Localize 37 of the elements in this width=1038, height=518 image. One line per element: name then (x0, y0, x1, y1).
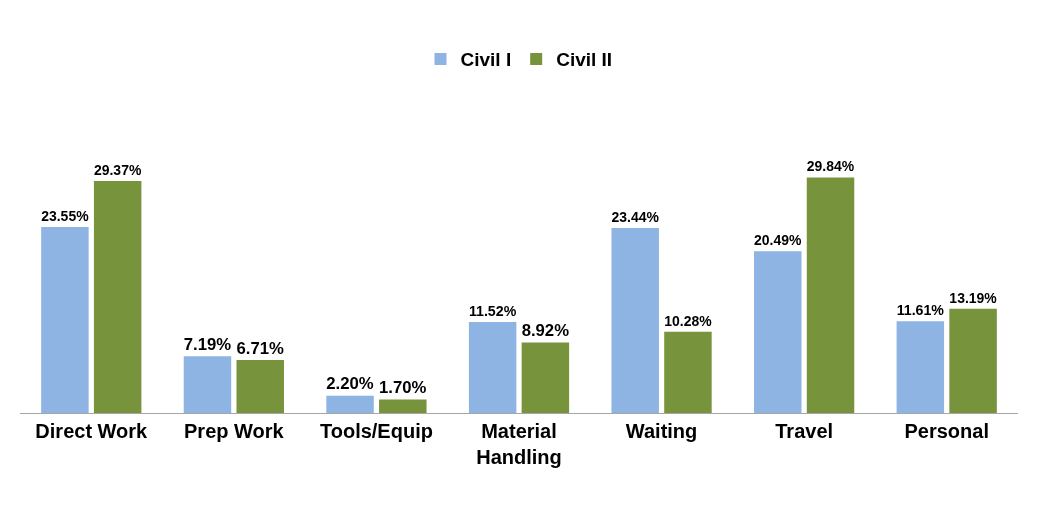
data-label: 23.55% (41, 208, 90, 225)
x-tick-label: Prep Work (184, 420, 285, 442)
bar (326, 395, 374, 413)
data-label: 23.44% (611, 208, 660, 225)
bar (611, 227, 659, 413)
bar (896, 321, 945, 413)
data-label: 11.52% (468, 303, 517, 320)
bar (754, 251, 802, 413)
bar (183, 356, 232, 413)
data-label: 1.70% (379, 378, 427, 398)
legend-label: Civil II (556, 49, 613, 71)
bar (521, 342, 570, 413)
bar (379, 399, 427, 413)
x-tick-label: Travel (775, 420, 834, 442)
x-tick-label: Direct Work (35, 420, 149, 442)
data-label: 6.71% (236, 338, 285, 358)
bar (664, 331, 712, 413)
bar (93, 181, 142, 413)
data-label: 10.28% (664, 312, 713, 329)
data-label: 8.92% (521, 321, 570, 341)
bar (806, 177, 855, 413)
bar (949, 308, 997, 413)
data-label: 11.61% (896, 302, 945, 319)
x-tick-label: Material Handling (476, 420, 562, 468)
data-label: 2.20% (326, 374, 374, 394)
data-label: 29.84% (806, 158, 855, 175)
bar (236, 360, 284, 413)
x-tick-label: Waiting (625, 420, 698, 442)
data-label: 13.19% (949, 289, 998, 306)
x-tick-label: Personal (904, 420, 989, 442)
data-label: 7.19% (183, 334, 232, 354)
data-label: 20.49% (754, 232, 802, 249)
data-label: 29.37% (93, 162, 142, 179)
bar (41, 227, 89, 413)
legend-label: Civil I (460, 49, 512, 71)
bar (468, 322, 517, 413)
x-tick-label: Tools/Equip (319, 420, 433, 442)
